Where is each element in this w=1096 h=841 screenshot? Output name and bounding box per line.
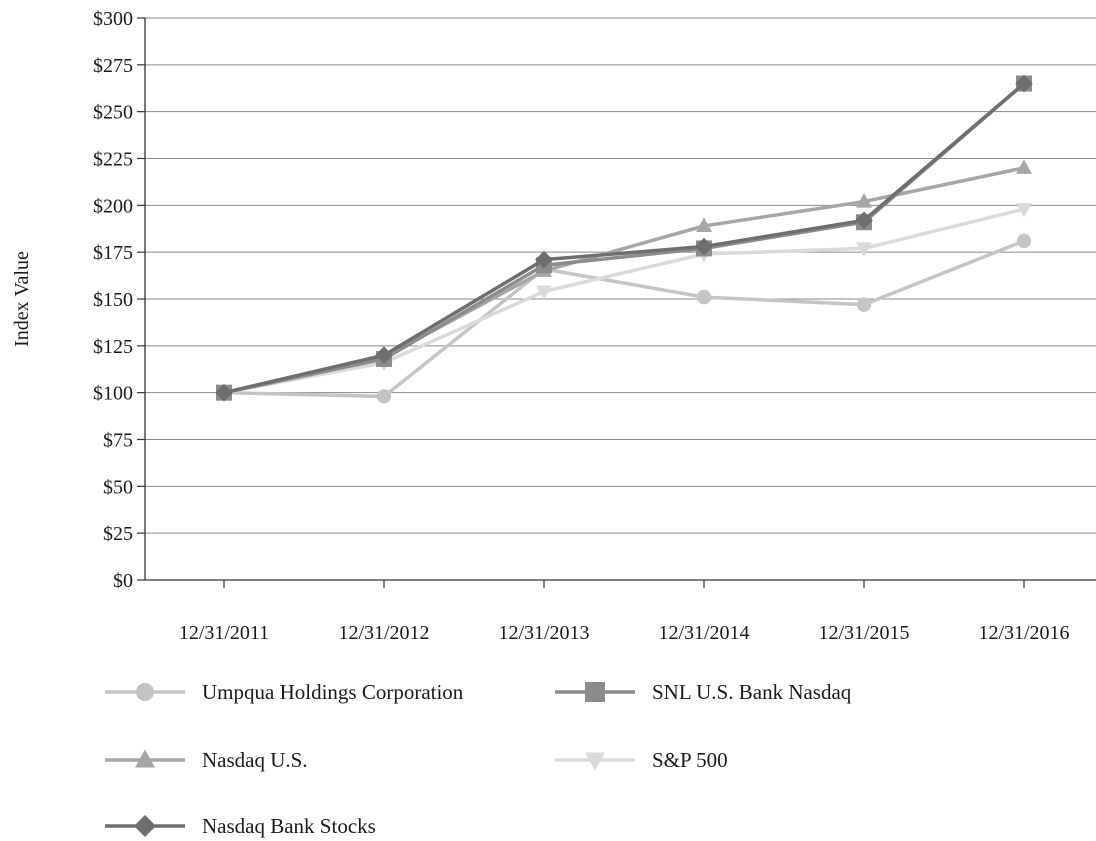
legend-marker <box>134 815 156 837</box>
y-tick-label: $75 <box>103 430 133 452</box>
data-point <box>696 217 712 232</box>
series-line <box>223 239 1025 399</box>
y-axis-ticks: $0 $25 $50 $75 $100 $125 $150 $175 $200 $225 $250 $… <box>93 8 145 592</box>
y-tick-label: $225 <box>93 149 133 171</box>
data-point <box>215 383 233 402</box>
series-umpqua-holdings-corporation <box>216 233 1032 404</box>
y-tick-label: $250 <box>93 102 133 124</box>
legend-marker <box>135 749 155 768</box>
series-nasdaq-bank-stocks <box>215 74 1033 402</box>
y-tick-label: $175 <box>93 242 133 264</box>
legend-marker <box>585 752 605 771</box>
y-tick-label: $150 <box>93 289 133 311</box>
x-tick-label: 12/31/2015 <box>818 622 909 644</box>
gridlines <box>145 17 1096 534</box>
legend-label: Umpqua Holdings Corporation <box>202 680 464 704</box>
x-tick-label: 12/31/2014 <box>658 622 749 644</box>
y-tick-label: $50 <box>103 476 133 498</box>
data-point <box>855 211 873 230</box>
data-point <box>375 346 393 364</box>
data-point <box>1016 203 1032 218</box>
legend-label: S&P 500 <box>652 748 728 772</box>
legend-marker <box>585 682 605 702</box>
legend-item: S&P 500 <box>555 748 728 772</box>
y-tick-label: $300 <box>93 8 133 30</box>
legend-marker <box>136 683 154 701</box>
legend: Umpqua Holdings Corporation SNL U.S. Bank… <box>105 680 852 838</box>
data-point <box>856 193 872 208</box>
series-nasdaq-u-s- <box>216 159 1032 399</box>
y-tick-label: $275 <box>93 55 133 77</box>
y-tick-label: $25 <box>103 523 133 545</box>
y-tick-label: $100 <box>93 383 133 405</box>
data-point <box>1016 233 1032 249</box>
legend-item: Umpqua Holdings Corporation <box>105 680 464 704</box>
y-tick-label: $125 <box>93 336 133 358</box>
y-tick-label: $200 <box>93 195 133 217</box>
data-point <box>856 297 872 312</box>
data-point <box>695 237 713 256</box>
series-layer <box>215 74 1033 404</box>
series-line <box>223 207 1025 395</box>
x-tick-label: 12/31/2012 <box>338 622 429 644</box>
x-tick-label: 12/31/2013 <box>498 622 589 644</box>
data-point <box>696 289 712 305</box>
data-point <box>856 242 872 257</box>
data-point <box>535 250 553 269</box>
data-point <box>376 389 392 404</box>
legend-label: Nasdaq U.S. <box>202 748 308 772</box>
legend-item: Nasdaq U.S. <box>105 748 308 772</box>
x-tick-label: 12/31/2011 <box>179 622 269 644</box>
x-tick-label: 12/31/2016 <box>978 622 1069 644</box>
series-line <box>223 82 1026 395</box>
series-s-p-500 <box>216 203 1032 402</box>
y-tick-label: $0 <box>113 570 133 592</box>
legend-item: Nasdaq Bank Stocks <box>105 814 376 838</box>
x-axis-ticks: 12/31/2011 12/31/2012 12/31/2013 12/31/2014… <box>179 580 1070 644</box>
series-line <box>223 166 1025 395</box>
legend-item: SNL U.S. Bank Nasdaq <box>555 680 852 704</box>
data-point <box>1015 74 1033 93</box>
data-point <box>536 285 552 300</box>
legend-label: Nasdaq Bank Stocks <box>202 814 376 838</box>
data-point <box>1016 159 1032 174</box>
legend-label: SNL U.S. Bank Nasdaq <box>652 680 852 704</box>
y-axis-label: Index Value <box>11 251 33 347</box>
